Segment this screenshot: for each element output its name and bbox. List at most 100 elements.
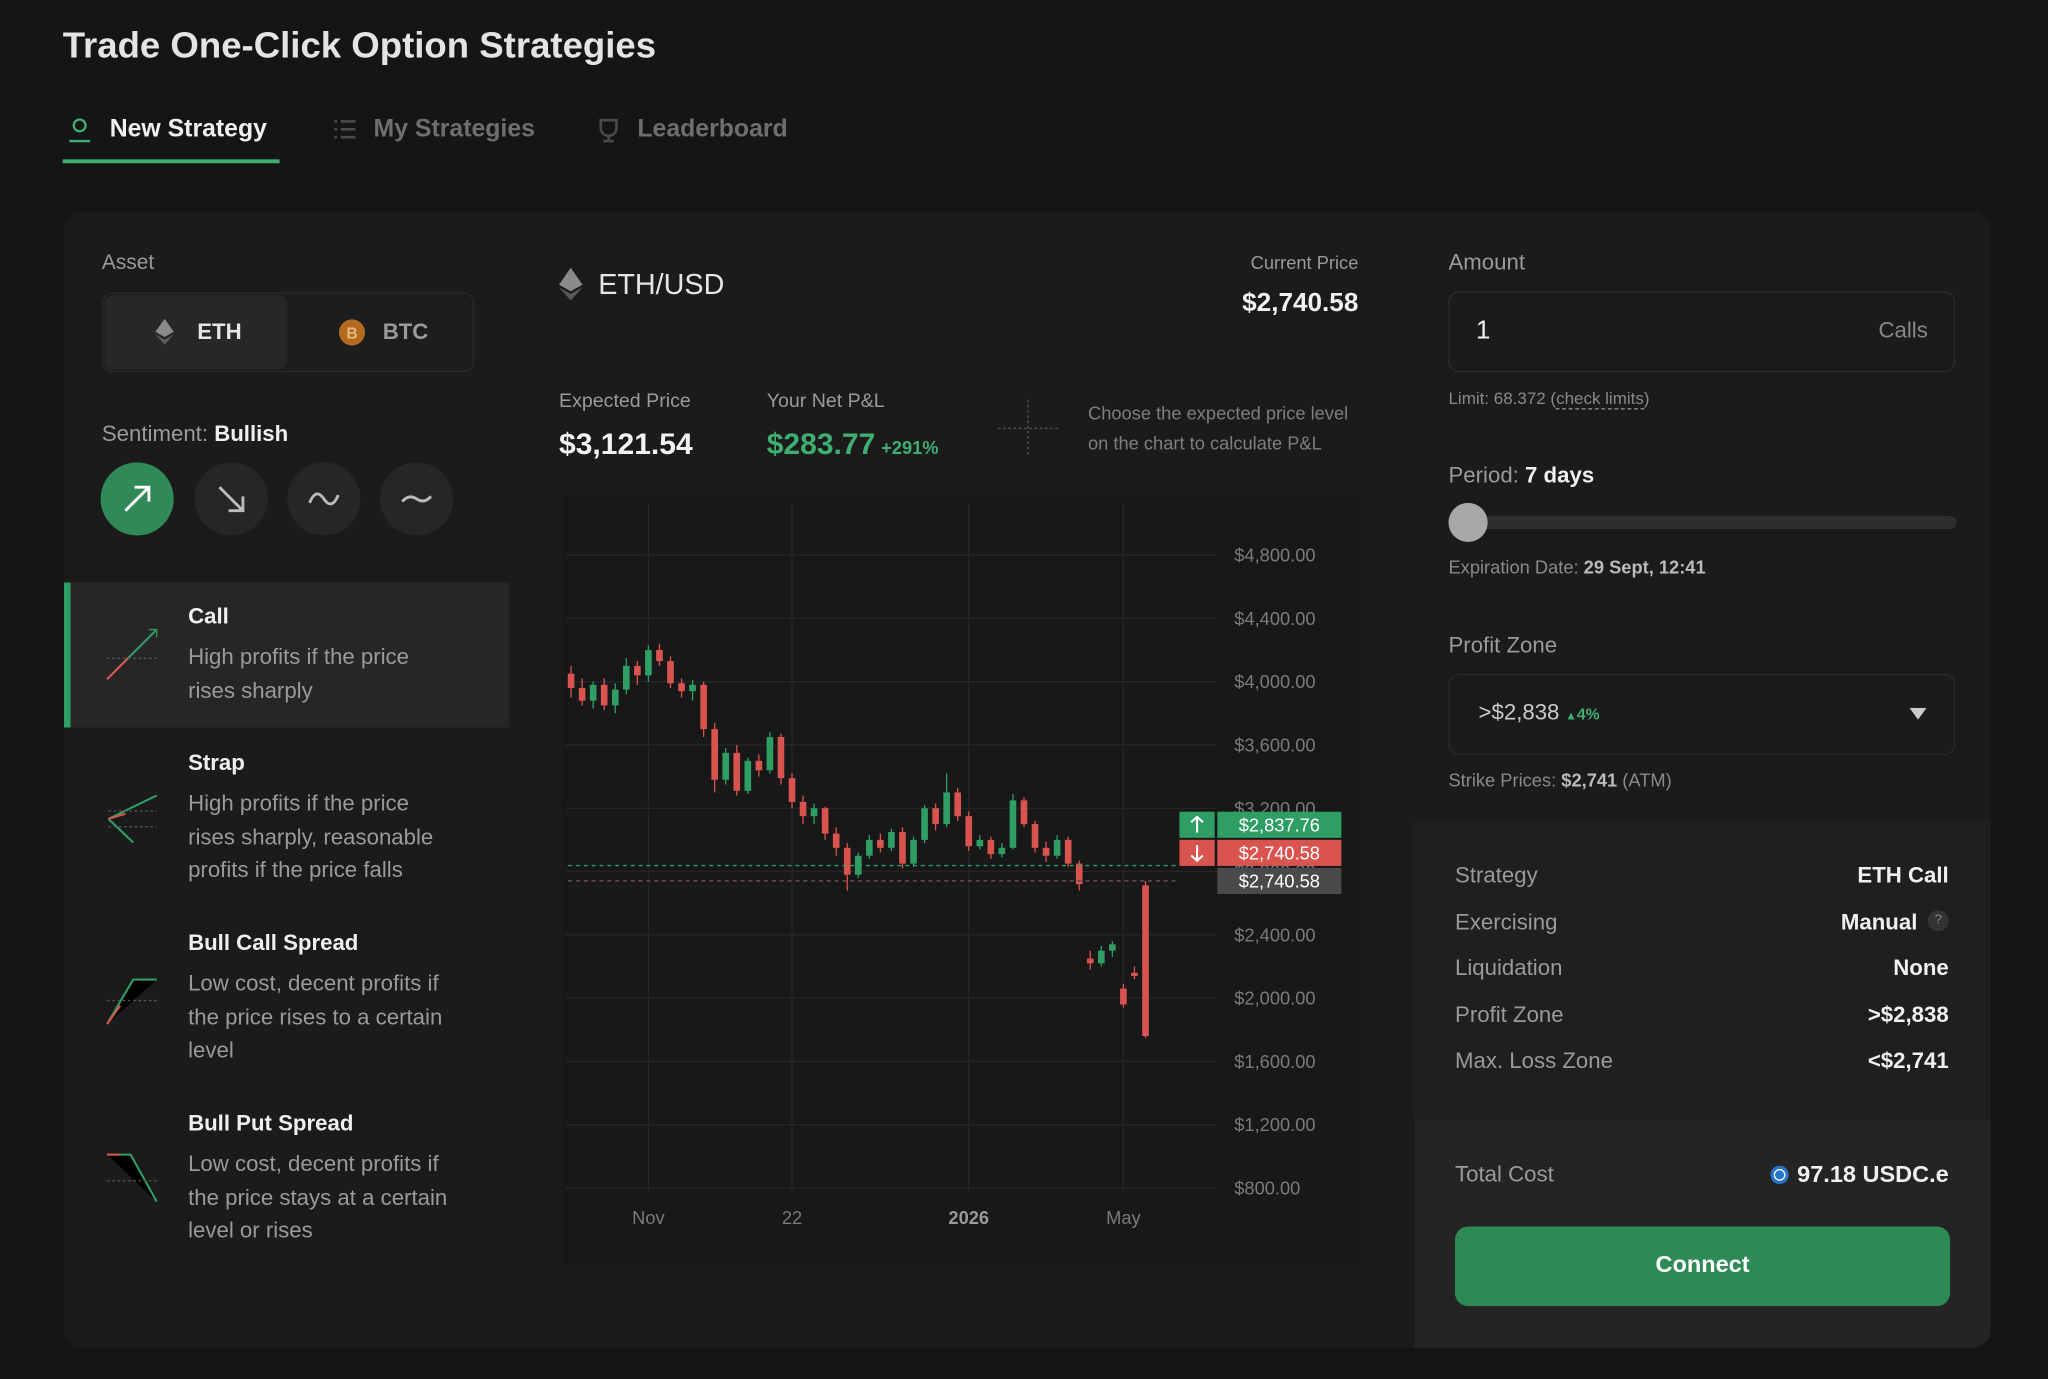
tab[interactable]: Leaderboard [637,115,788,144]
strategy-icon [106,628,158,680]
expected-price-label: Expected Price [559,389,691,413]
strategy-icon [107,1153,158,1203]
connect-label[interactable]: Connect [1655,1251,1750,1278]
candle-body [1131,972,1138,976]
pnl-percent: +291% [881,436,939,458]
candle-body [578,687,586,701]
strategy-description: level [188,1037,234,1063]
strategy-name[interactable]: Bull Put Spread [188,1110,354,1136]
sentiment: Sentiment: Bullish [102,423,288,445]
candle-body [733,752,741,791]
slider-knob[interactable] [1448,502,1488,543]
summary-value: <$2,741 [1867,1048,1949,1073]
candle-body [589,684,597,701]
summary-label: Profit Zone [1455,1001,1564,1027]
asset-option[interactable]: BTC [382,319,429,345]
strategy-selected[interactable] [63,582,510,728]
icon [218,486,245,513]
tab[interactable]: New Strategy [109,115,267,144]
pnl-value: $283.77 [766,426,876,461]
amount-input[interactable] [1448,291,1956,373]
strategy-name[interactable]: Bull Call Spread [188,930,359,956]
candle-body [965,816,973,847]
selected-bar [63,582,71,728]
strategy-name[interactable]: Call [188,604,229,629]
up-triangle: ▲ [1565,709,1577,723]
strategy-description: the price rises to a certain [188,1004,443,1030]
candle-body [1142,885,1149,1037]
candle-body [976,839,984,847]
candle-body [899,831,906,864]
tab-icon [599,118,618,143]
candle-body [788,778,796,802]
icon [308,492,340,506]
price-chart[interactable]: $800.00 $1,200.00 $1,600.00 $2,000.00 $2,400… [561,496,1361,1265]
summary-value: Manual [1840,909,1918,934]
candle-body [888,831,895,848]
candle-body [843,847,851,875]
strategy-name[interactable]: Strap [188,750,245,776]
candle-body [645,650,652,676]
svg-text:B: B [346,325,357,342]
hint: on the chart to calculate P&L [1087,432,1322,454]
check-limits[interactable]: check limits [1556,388,1644,410]
expiration-value: 29 Sept, 12:41 [1583,556,1706,578]
period-label: Period: [1448,463,1519,488]
limit: Limit: 68.372 (check limits) [1448,388,1650,410]
strategy-description: Low cost, decent profits if [188,1151,439,1177]
y-tick-label: $2,000.00 [1234,988,1315,1009]
candle-body [998,847,1006,855]
profit-zone: >$2,838 ▲4% [1479,701,1600,725]
connect-button[interactable] [1455,1226,1951,1307]
summary-value: ETH Call [1857,862,1949,888]
summary-label: Exercising [1455,909,1558,934]
candle-body [1064,839,1072,864]
candle-body [711,729,718,780]
candle-body [700,684,707,730]
pair: ETH/USD [598,267,725,301]
current-price: $2,740.58 [1242,288,1359,318]
strategy-description: profits if the price falls [188,857,403,883]
tab-icon [334,120,356,139]
x-tick-label: May [1106,1207,1141,1228]
y-tick-label: $800.00 [1234,1178,1300,1199]
strike-label: Strike Prices: [1448,769,1557,791]
current-price-label: Current Price [1250,252,1359,273]
strategy-description: High profits if the price [188,644,409,670]
tab-underline [62,159,280,164]
strategy-description: the price stays at a certain [188,1184,448,1210]
candle-body [866,839,873,856]
candle-body [821,808,829,834]
summary-label: Strategy [1455,862,1538,888]
price-tag-arrow [1190,815,1204,833]
y-tick-label: $4,400.00 [1234,608,1315,629]
candle-body [910,839,917,864]
candle-body [678,683,685,692]
candle-body [799,801,807,817]
strike-note: (ATM) [1622,769,1672,791]
asset-option[interactable]: ETH [197,319,242,345]
x-tick-label: 2026 [948,1207,989,1228]
icon [124,485,151,512]
amount-label: Amount [1448,250,1526,275]
summary-value: >$2,838 [1867,1001,1949,1027]
candle-body [667,661,674,684]
amount-unit: Calls [1878,318,1928,343]
summary-panel [1414,820,1991,1120]
profit-zone-select[interactable] [1448,673,1956,755]
strike: Strike Prices: $2,741 (ATM) [1448,771,1671,789]
candle-body [1042,847,1050,856]
usdc-icon [1770,1165,1789,1184]
help-icon[interactable]: ? [1927,910,1949,932]
period-slider[interactable] [1448,515,1957,529]
asset-selected[interactable] [104,295,288,370]
candle-body [1031,824,1039,848]
pnl: $283.77 +291% [766,426,939,461]
tab[interactable]: My Strategies [373,115,535,144]
candle-body [987,839,995,855]
strategy-description: Low cost, decent profits if [188,971,439,996]
summary-label: Max. Loss Zone [1455,1048,1613,1073]
dropdown-caret [1909,707,1927,720]
strategy-description: level or rises [188,1217,313,1243]
